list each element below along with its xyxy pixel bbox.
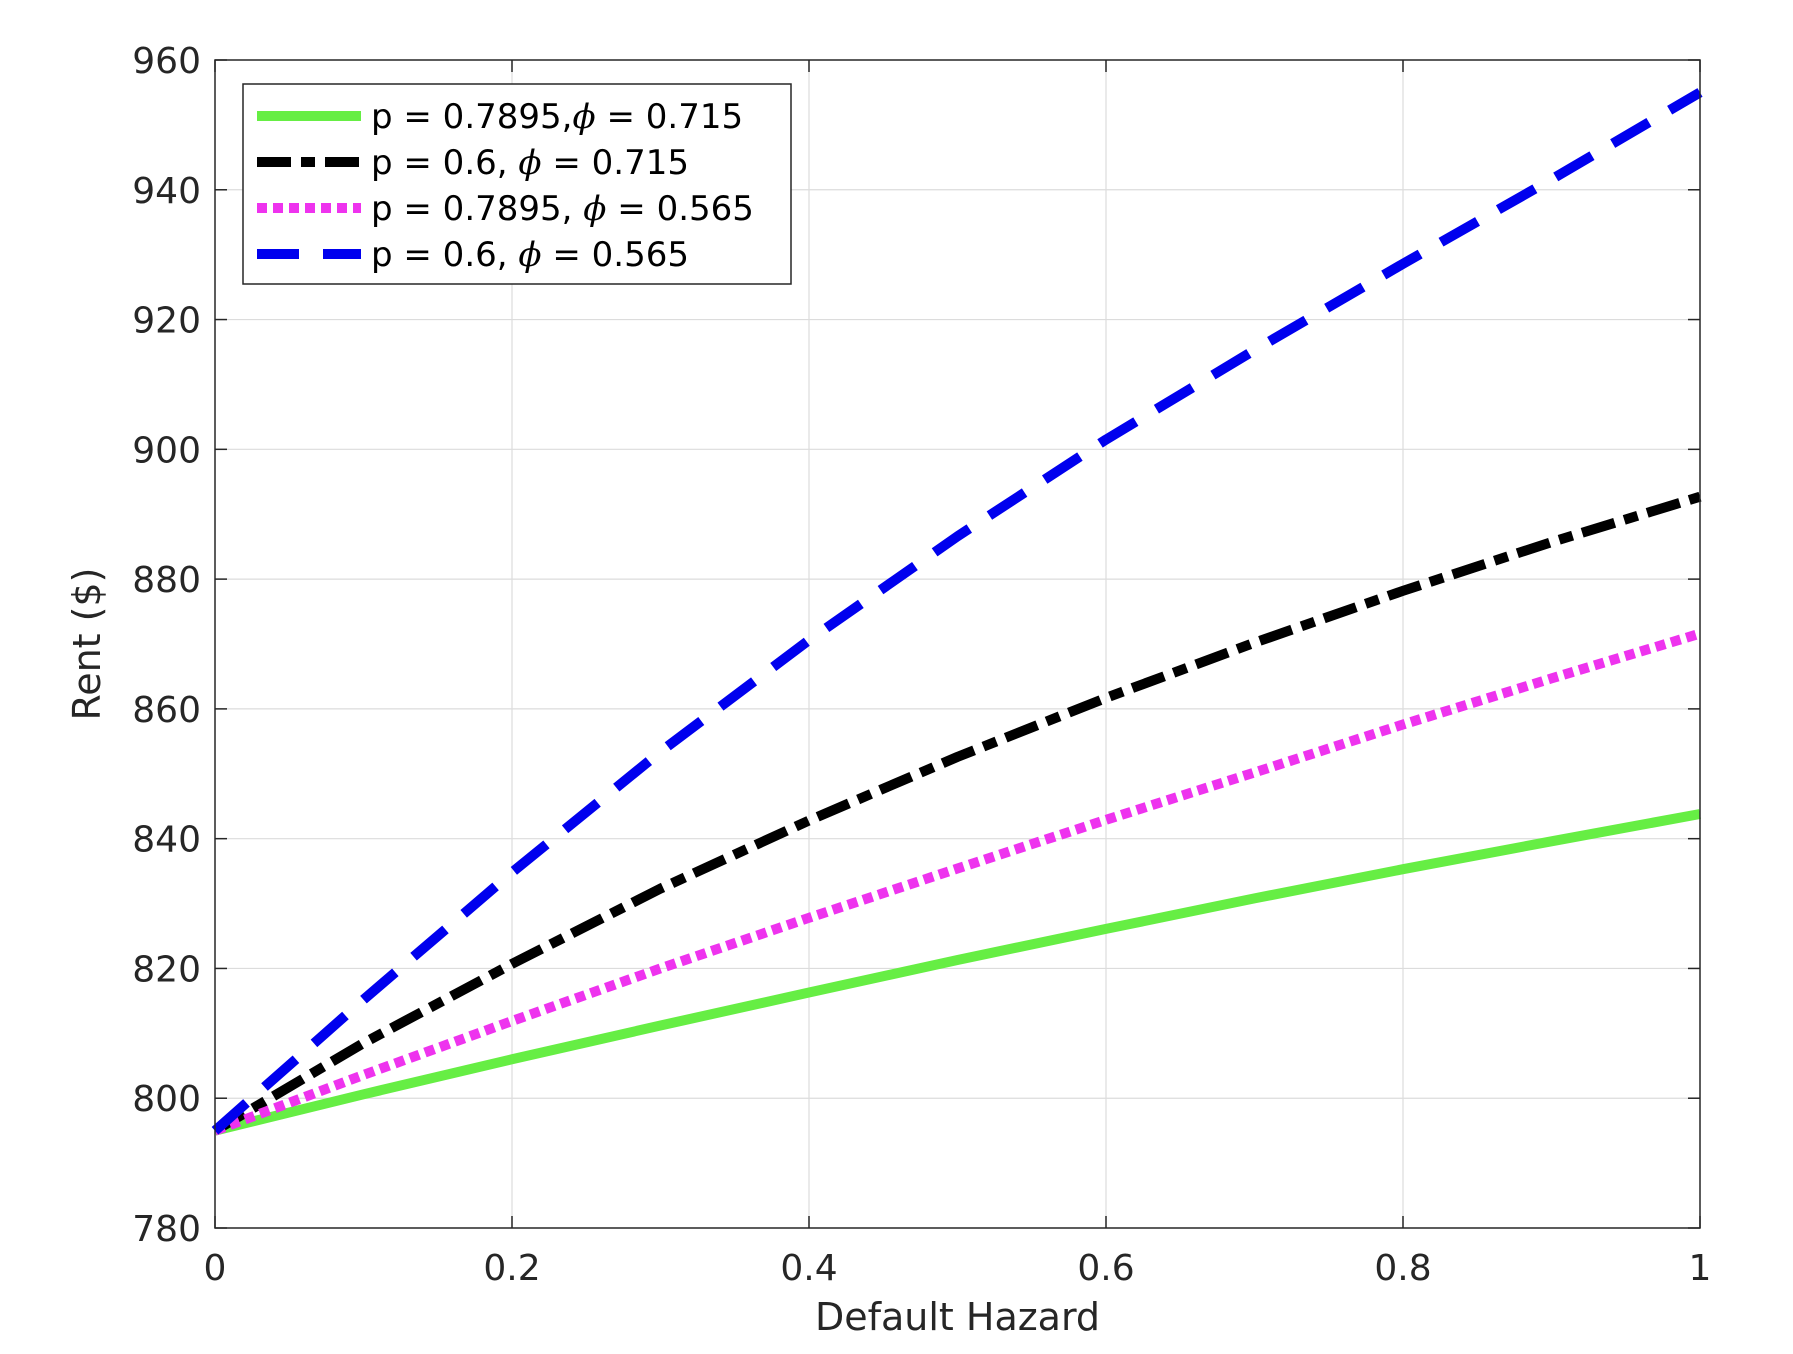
legend-label-3: p = 0.7895, ϕ = 0.565 [371,189,754,229]
series-line-3 [213,628,1702,1136]
axis-ticks: 0 0.2 0.4 0.6 0.8 1 780 800 820 840 860 880 900 920 94… [132,41,1711,1289]
legend-label-part: p = 0.7895, [371,97,572,137]
legend-label-part: p = 0.6, [371,143,518,183]
series-line-2 [212,491,1702,1136]
x-tick-label: 0.6 [1077,1248,1134,1289]
legend-label-part: ϕ [518,143,541,183]
legend-label-part: ϕ [518,235,541,275]
x-tick-label: 0 [204,1248,227,1289]
y-tick-label: 800 [132,1079,201,1120]
legend-label-part: = 0.565 [542,235,689,275]
x-tick-label: 0.8 [1374,1248,1431,1289]
grid-lines [215,60,1700,1228]
y-axis-label: Rent ($) [65,568,109,721]
series-lines [211,88,1703,1136]
legend-label-part: = 0.715 [542,143,689,183]
y-tick-label: 780 [132,1209,201,1250]
axes-box [214,59,1701,1229]
x-tick-label: 0.2 [483,1248,540,1289]
y-tick-label: 900 [132,430,201,471]
y-tick-label: 880 [132,560,201,601]
y-tick-label: 920 [132,301,201,342]
legend-label-1: p = 0.7895,ϕ = 0.715 [371,97,743,137]
legend-label-part: p = 0.6, [371,235,518,275]
legend-label-part: ϕ [583,189,606,229]
y-tick-label: 860 [132,690,201,731]
legend-label-part: ϕ [572,97,595,137]
series-line-1 [213,809,1701,1136]
x-axis-label: Default Hazard [815,1295,1100,1339]
legend-label-part: p = 0.7895, [371,189,583,229]
y-tick-label: 960 [132,41,201,82]
y-tick-label: 940 [132,171,201,212]
legend-label-part: = 0.565 [606,189,753,229]
legend-label-2: p = 0.6, ϕ = 0.715 [371,143,689,183]
y-tick-label: 840 [132,820,201,861]
legend-label-4: p = 0.6, ϕ = 0.565 [371,235,689,275]
x-tick-label: 0.4 [780,1248,837,1289]
x-tick-label: 1 [1689,1248,1712,1289]
series-line-4 [211,88,1703,1135]
legend-label-part: = 0.715 [596,97,743,137]
y-tick-label: 820 [132,949,201,990]
